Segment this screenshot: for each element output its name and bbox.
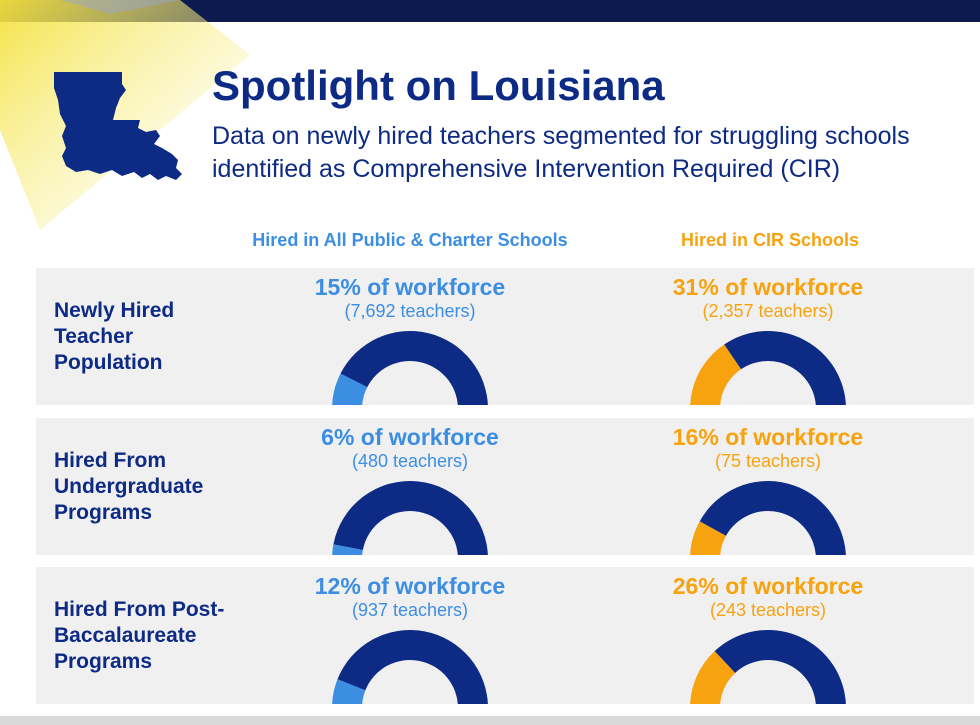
percent-label: 12% of workforce [314, 573, 506, 599]
gauge-chart [332, 481, 488, 555]
row-label: Hired From Undergraduate Programs [54, 448, 204, 524]
gauge-value-segment [332, 373, 368, 405]
row-label: Hired From Post- Baccalaureate Programs [54, 597, 225, 673]
column-header-all-schools: Hired in All Public & Charter Schools [252, 230, 568, 250]
gauge-chart [690, 481, 846, 555]
gauge-chart [332, 630, 488, 704]
gauge-chart [690, 331, 846, 405]
teacher-count-label: (480 teachers) [351, 451, 469, 471]
cell-all-schools: 6% of workforce (480 teachers) [280, 418, 540, 555]
percent-label: 31% of workforce [672, 274, 864, 300]
page-subtitle: Data on newly hired teachers segmented f… [212, 122, 910, 183]
gauge-value-segment [690, 521, 726, 555]
row-newly-hired: Newly Hired Teacher Population 15% of wo… [36, 268, 974, 405]
gauge-chart [332, 331, 488, 405]
percent-label: 15% of workforce [314, 274, 506, 300]
teacher-count-label: (243 teachers) [709, 600, 827, 620]
gauge-remainder-segment [337, 630, 488, 704]
row-label: Newly Hired Teacher Population [54, 298, 175, 374]
teacher-count-label: (75 teachers) [714, 451, 822, 471]
cell-cir-schools: 16% of workforce (75 teachers) [638, 418, 898, 555]
louisiana-map-icon [54, 72, 182, 180]
gauge-value-segment [690, 344, 742, 405]
teacher-count-label: (937 teachers) [351, 600, 469, 620]
gauge-value-segment [690, 651, 736, 704]
gauge-value-segment [332, 679, 366, 704]
percent-label: 16% of workforce [672, 424, 864, 450]
column-header-cir-schools: Hired in CIR Schools [680, 230, 860, 250]
cell-cir-schools: 31% of workforce (2,357 teachers) [638, 268, 898, 405]
gauge-chart [690, 630, 846, 704]
gauge-remainder-segment [699, 481, 846, 555]
bottom-bar [0, 716, 980, 725]
cell-all-schools: 15% of workforce (7,692 teachers) [280, 268, 540, 405]
percent-label: 26% of workforce [672, 573, 864, 599]
percent-label: 6% of workforce [321, 424, 499, 450]
gauge-value-segment [332, 544, 363, 555]
gauge-remainder-segment [724, 331, 846, 405]
top-banner [0, 0, 980, 22]
gauge-remainder-segment [340, 331, 488, 405]
gauge-remainder-segment [333, 481, 488, 555]
teacher-count-label: (2,357 teachers) [702, 301, 834, 321]
cell-all-schools: 12% of workforce (937 teachers) [280, 567, 540, 704]
row-undergraduate: Hired From Undergraduate Programs 6% of … [36, 418, 974, 555]
page-title: Spotlight on Louisiana [212, 62, 665, 109]
row-post-baccalaureate: Hired From Post- Baccalaureate Programs … [36, 567, 974, 704]
cell-cir-schools: 26% of workforce (243 teachers) [638, 567, 898, 704]
gauge-remainder-segment [714, 630, 846, 704]
teacher-count-label: (7,692 teachers) [344, 301, 476, 321]
